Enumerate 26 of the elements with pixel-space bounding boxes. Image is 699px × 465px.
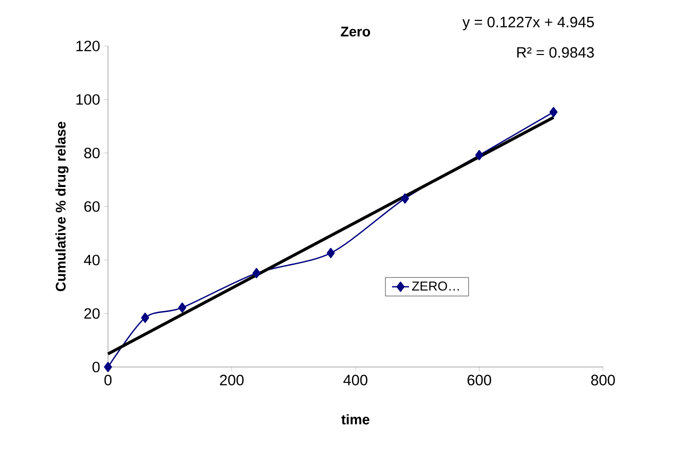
point — [549, 106, 558, 118]
point — [252, 268, 261, 278]
y-tick-label: 100 — [76, 94, 100, 105]
y-tick-label: 120 — [76, 40, 100, 52]
legend-label: ZERO… — [412, 281, 459, 291]
point — [400, 193, 410, 204]
x-tick-label: 200 — [220, 374, 244, 386]
point — [326, 248, 335, 258]
y-tick-label: 20 — [84, 308, 100, 319]
x-tick-label: 400 — [343, 374, 368, 386]
x-tick-label: 800 — [591, 374, 615, 386]
point — [178, 302, 186, 313]
y-tick-label: 60 — [84, 201, 100, 212]
y-axis-title: Cumulative % drug relase — [55, 122, 68, 292]
y-tick-label: 80 — [84, 148, 100, 158]
x-axis-title: time — [341, 414, 370, 424]
text: y = 0.1227x + 4.945 — [462, 16, 594, 30]
y-tick-label: 0 — [92, 362, 100, 372]
annotation: R² = 0.9843 — [517, 47, 594, 58]
point — [475, 150, 484, 160]
y-tick-label: 40 — [84, 254, 100, 266]
x-tick-label: 600 — [468, 374, 492, 386]
point — [141, 312, 150, 323]
chart-title: Zero — [340, 26, 370, 37]
point — [104, 362, 112, 372]
x-tick-label: 0 — [104, 374, 112, 386]
